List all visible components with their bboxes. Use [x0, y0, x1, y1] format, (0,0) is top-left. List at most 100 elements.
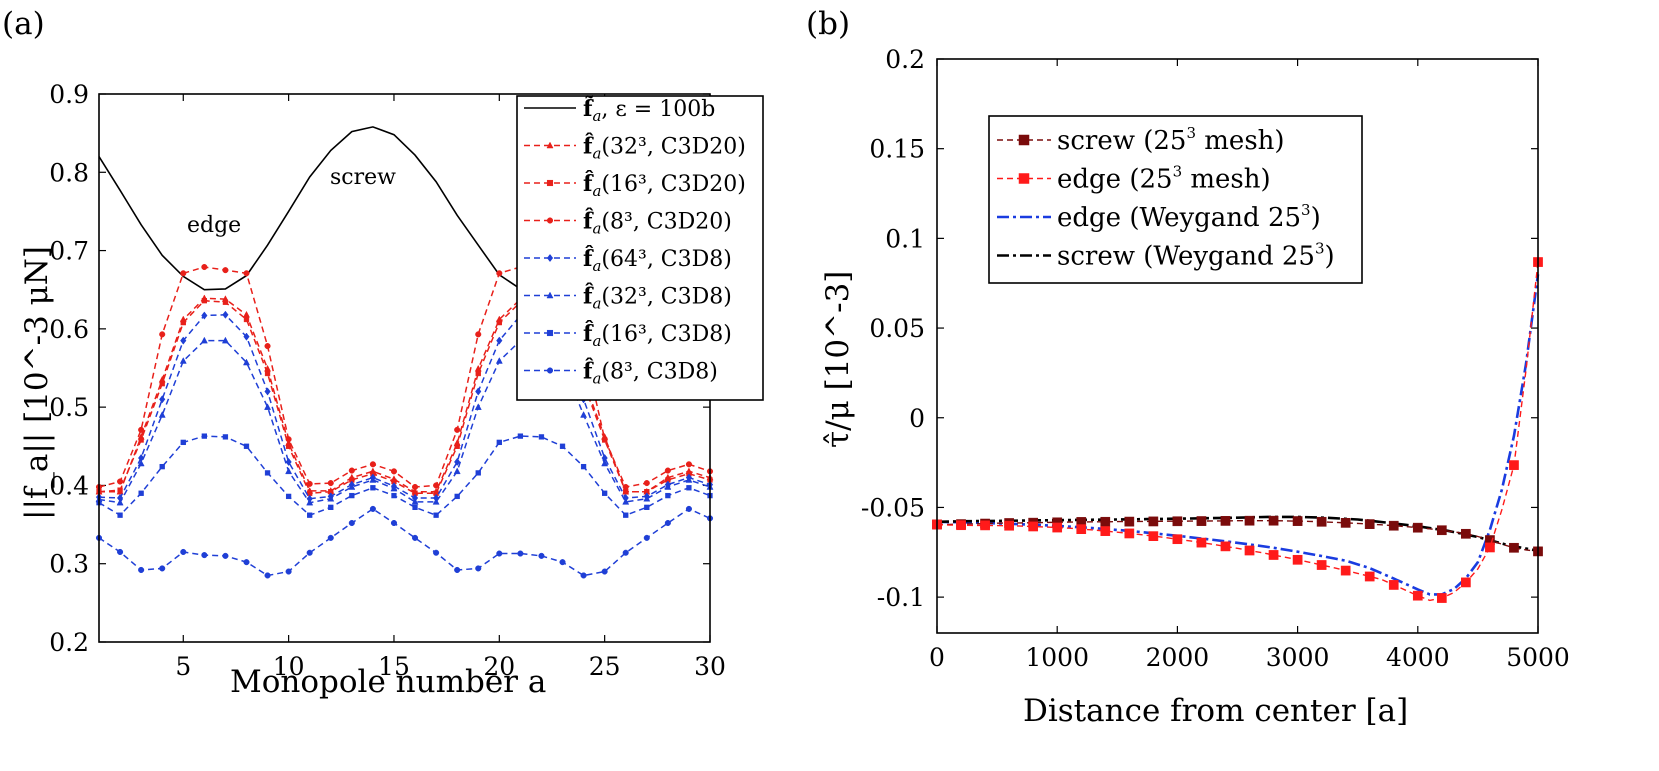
- panel-a-data-point: [432, 497, 440, 505]
- panel-a-legend-label: f̂a(16³, C3D8): [583, 321, 732, 350]
- panel-b-legend-entry: screw (Weygand 253): [997, 240, 1335, 272]
- panel-a-data-point: [601, 568, 608, 575]
- panel-b-ytick-label: 0.1: [885, 224, 925, 253]
- panel-a-data-point: [685, 461, 692, 468]
- panel-a-data-point: [264, 370, 271, 377]
- panel-a-legend-symbol: f̂: [583, 171, 594, 197]
- panel-a-xtick-label: 30: [694, 652, 726, 681]
- panel-a-data-point: [221, 336, 229, 344]
- panel-a-data-point: [454, 443, 460, 449]
- panel-b-data-point: [1196, 537, 1207, 548]
- panel-a-data-point: [453, 467, 461, 475]
- panel-a-data-point: [327, 494, 335, 502]
- panel-a-legend-label: f̂a(16³, C3D20): [583, 171, 746, 200]
- panel-a-data-point: [180, 319, 186, 326]
- panel-b-legend-label: edge (253 mesh): [1057, 163, 1271, 195]
- panel-a-data-point: [411, 483, 419, 491]
- panel-a-data-point: [643, 534, 650, 541]
- panel-b-legend-entry: edge (253 mesh): [997, 163, 1271, 195]
- panel-a-xtick-label: 25: [589, 652, 621, 681]
- panel-b-xtick-label: 4000: [1386, 643, 1450, 672]
- panel-a-data-point: [433, 482, 440, 489]
- panel-a-data-point: [159, 395, 166, 404]
- panel-a-legend-text: (64³, C3D8): [601, 247, 731, 272]
- panel-a-data-point: [285, 443, 292, 449]
- panel-a-legend-label: f̂a(8³, C3D8): [583, 358, 718, 387]
- panel-a-data-point: [454, 457, 461, 466]
- panel-b-legend-label: edge (Weygand 253): [1057, 201, 1321, 233]
- panel-b-data-point: [1124, 516, 1135, 527]
- panel-a-data-point: [306, 480, 313, 487]
- panel-a-legend-symbol: f̂: [583, 283, 594, 309]
- panel-a-data-point: [580, 411, 588, 418]
- panel-a-data-point: [348, 519, 355, 527]
- panel-a-data-point: [159, 463, 165, 470]
- panel-a-ylabel: ||f_a|| [10^-3 μN]: [19, 246, 55, 520]
- panel-a-data-point: [391, 492, 397, 499]
- panel-a-legend-entry: f̂a(8³, C3D20): [524, 208, 732, 238]
- panel-a-data-point: [475, 370, 481, 377]
- panel-b-label: (b): [806, 6, 850, 42]
- panel-a-data-point: [222, 434, 229, 440]
- panel-a-xlabel: Monopole number a: [230, 664, 546, 700]
- panel-a-data-point: [496, 319, 502, 326]
- panel-a-data-point: [411, 534, 419, 541]
- panel-b-data-point: [1509, 460, 1519, 470]
- panel-b-legend-label: screw (253 mesh): [1057, 124, 1285, 156]
- panel-a-data-point: [538, 434, 545, 440]
- panel-a-legend-entry: f̂a(16³, C3D8): [524, 321, 732, 350]
- panel-a-data-point: [602, 490, 608, 496]
- panel-b-legend-entry: edge (Weygand 253): [997, 201, 1321, 233]
- panel-a-data-point: [454, 426, 461, 433]
- panel-b-data-point: [1364, 519, 1375, 529]
- panel-a-legend-entry: f̂a(64³, C3D8): [524, 246, 732, 275]
- panel-a-data-point: [285, 436, 292, 443]
- panel-a-data-point: [264, 403, 272, 410]
- panel-a-data-point: [180, 336, 187, 345]
- panel-a-data-point: [158, 411, 166, 418]
- panel-a-legend-text: , ε = 100b: [601, 97, 715, 122]
- panel-a-data-point: [496, 550, 503, 557]
- panel-a-data-point: [180, 270, 187, 277]
- panel-b-data-point: [1004, 520, 1014, 531]
- annotation-edge: edge: [187, 213, 241, 238]
- panel-b-data-point: [1244, 545, 1255, 556]
- panel-a-legend-symbol: f̂: [583, 133, 594, 159]
- annotation-screw: screw: [330, 165, 396, 190]
- panel-b-data-point: [1509, 542, 1519, 553]
- panel-a-data-point: [517, 550, 524, 557]
- panel-a-data-point: [117, 478, 124, 485]
- panel-b-data-point: [1100, 526, 1111, 536]
- panel-a-data-point: [201, 552, 208, 559]
- panel-a-data-point: [349, 492, 355, 499]
- panel-a-data-point: [685, 476, 693, 483]
- panel-b-data-point: [1148, 531, 1159, 541]
- panel-b-legend-text: screw (Weygand 25: [1057, 242, 1315, 272]
- panel-a-label: (a): [2, 6, 45, 42]
- panel-b-data-point: [1436, 525, 1447, 536]
- panel-a-data-point: [433, 549, 440, 556]
- panel-a-data-point: [601, 436, 608, 443]
- panel-b-data-point: [1268, 550, 1279, 560]
- panel-a-data-point: [390, 468, 398, 475]
- panel-a-legend-subscript: a: [592, 182, 601, 200]
- panel-b-series-1: [932, 257, 1543, 603]
- panel-b-xtick-label: 3000: [1266, 643, 1330, 672]
- panel-b-data-point: [956, 520, 966, 531]
- panel-b-legend-superscript: 3: [1173, 163, 1183, 181]
- panel-b-data-point: [1292, 554, 1303, 565]
- panel-a-legend-label: f̂a(32³, C3D20): [583, 133, 746, 162]
- panel-a-data-point: [433, 512, 439, 518]
- panel-b-legend-text-end: mesh): [1196, 126, 1285, 156]
- panel-a-xtick-label: 5: [175, 652, 191, 681]
- panel-a-legend-marker: [546, 291, 554, 299]
- panel-b-legend-text: edge (Weygand 25: [1057, 203, 1301, 233]
- panel-b-legend-items: screw (253 mesh) edge (253 mesh) edge (Wey…: [997, 124, 1335, 272]
- panel-a-ytick-label: 0.4: [49, 471, 89, 500]
- panel-a-data-point: [243, 559, 250, 566]
- panel-a-data-point: [623, 512, 629, 518]
- panel-a-data-point: [390, 519, 398, 527]
- panel-a-data-point: [475, 387, 482, 396]
- panel-a-data-point: [664, 467, 671, 474]
- panel-b-data-point: [1268, 515, 1279, 526]
